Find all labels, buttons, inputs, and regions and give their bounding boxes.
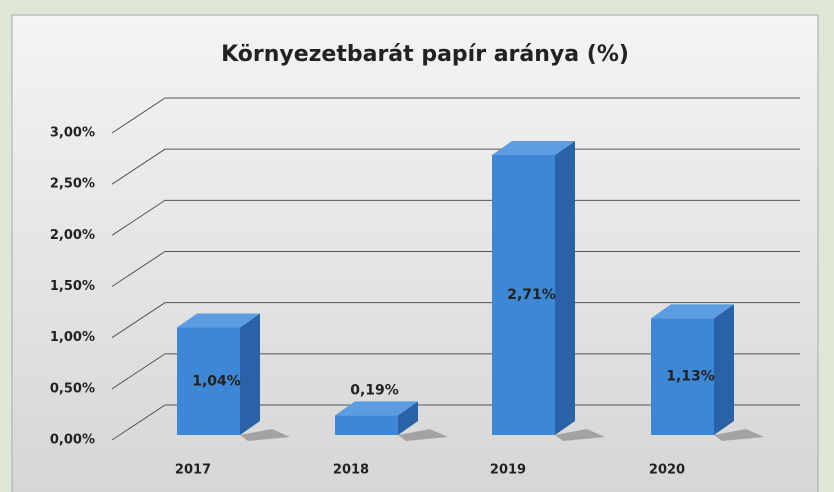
x-tick-label: 2020 (649, 463, 685, 478)
bar (492, 154, 555, 435)
chart-title: Környezetbarát papír aránya (%) (221, 42, 629, 67)
bar (177, 327, 240, 435)
grid-line (111, 97, 800, 134)
bar-shadow (398, 429, 448, 441)
data-label: 2,71% (507, 287, 556, 303)
bar (335, 415, 398, 435)
bar-side (240, 313, 260, 435)
grid-line (111, 148, 800, 185)
bar-side (714, 304, 734, 435)
y-tick-label: 1,00% (50, 330, 95, 345)
y-tick-label: 3,00% (50, 126, 95, 141)
grid-line (111, 302, 800, 339)
bar-top (335, 401, 418, 416)
x-tick-label: 2017 (175, 463, 211, 478)
grid-line (111, 199, 800, 236)
bar-shadow (555, 429, 605, 441)
bar-shadow (714, 429, 764, 441)
bar-shadow (240, 429, 290, 441)
bar-side (555, 140, 575, 435)
y-tick-label: 0,50% (50, 381, 95, 396)
x-tick-label: 2018 (333, 463, 369, 478)
y-tick-label: 1,50% (50, 279, 95, 294)
y-tick-label: 0,00% (50, 433, 95, 448)
bar-top (177, 313, 260, 328)
data-label: 1,04% (192, 373, 241, 389)
grid-line (111, 353, 800, 390)
x-tick-label: 2019 (490, 463, 526, 478)
data-label: 1,13% (666, 369, 715, 385)
bar-side (398, 401, 418, 435)
y-tick-label: 2,00% (50, 228, 95, 243)
bar-top (492, 140, 575, 155)
y-tick-label: 2,50% (50, 177, 95, 192)
grid-line (111, 251, 800, 287)
data-label: 0,19% (350, 382, 399, 398)
bar-top (651, 304, 734, 319)
grid-line (111, 404, 800, 441)
bar (651, 318, 714, 435)
